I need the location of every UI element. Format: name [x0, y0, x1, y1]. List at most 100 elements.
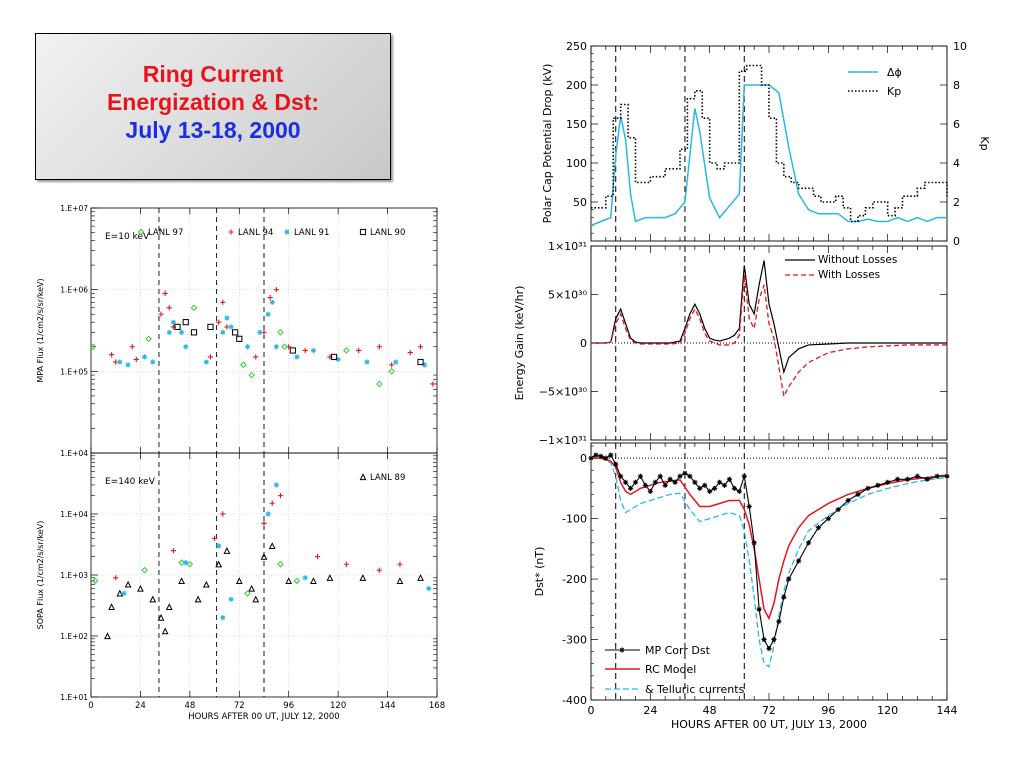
data-point — [786, 576, 792, 582]
data-point — [672, 479, 678, 485]
y-tick-label: 1.E+07 — [60, 204, 88, 213]
data-point — [302, 575, 308, 581]
data-point — [124, 580, 132, 588]
data-point — [417, 344, 424, 350]
data-point — [190, 304, 198, 312]
data-point — [310, 347, 317, 354]
y-axis-label: SOPA Flux (1/cm2/s/sr/keV) — [36, 521, 45, 630]
data-point — [682, 470, 688, 476]
data-point — [285, 577, 293, 585]
data-point — [397, 561, 403, 567]
data-point — [166, 305, 172, 311]
y-tick-label: -200 — [562, 573, 587, 586]
data-point — [430, 381, 436, 387]
data-point — [150, 359, 156, 365]
y-axis-label: MPA Flux (1/cm2/s/sr/keV) — [36, 278, 45, 382]
y-tick-label: 1×10³¹ — [548, 240, 587, 253]
data-point — [220, 511, 226, 517]
data-point — [364, 359, 370, 365]
data-point — [825, 515, 831, 522]
title-line-2: Energization & Dst: — [106, 89, 320, 115]
data-point — [343, 347, 350, 354]
data-point — [190, 329, 198, 336]
data-point — [731, 485, 737, 491]
x-tick-label: 144 — [379, 701, 395, 711]
y2-tick-label: 4 — [953, 157, 960, 170]
data-point — [273, 287, 279, 293]
x-tick-label: 168 — [429, 701, 445, 711]
data-point — [426, 585, 432, 592]
data-point — [356, 347, 362, 354]
data-point — [158, 311, 164, 317]
data-point — [422, 362, 428, 368]
legend-entry: RC Model — [645, 663, 696, 676]
data-point — [781, 594, 787, 600]
data-point — [845, 497, 851, 504]
data-point — [137, 228, 145, 236]
data-point — [133, 356, 139, 362]
data-point — [359, 473, 367, 481]
data-point — [179, 329, 185, 335]
data-point — [269, 299, 275, 305]
data-point — [235, 577, 243, 585]
data-point — [603, 455, 609, 461]
data-point — [894, 476, 901, 482]
data-point — [113, 575, 119, 581]
data-point — [835, 506, 841, 513]
y-tick-label: -300 — [562, 634, 587, 647]
data-point — [157, 613, 165, 621]
y2-tick-label: 8 — [953, 79, 960, 92]
y-tick-label: -400 — [562, 694, 587, 707]
data-point — [293, 577, 301, 585]
x-tick-label: 24 — [135, 701, 146, 711]
data-point — [240, 361, 247, 369]
y-tick-label: 0 — [580, 452, 587, 465]
data-point — [637, 473, 644, 479]
data-point — [202, 580, 210, 588]
data-point — [702, 482, 708, 488]
data-point — [277, 493, 284, 499]
data-point — [310, 577, 317, 585]
data-point — [741, 473, 747, 479]
panel-energy: −1×10³¹ −5×10³⁰ 0 5×10³⁰ 1×10³¹ Energy Gain (… — [513, 240, 948, 447]
y2-axis-label: Kp — [978, 136, 991, 150]
data-point — [934, 473, 940, 479]
data-point — [652, 479, 658, 485]
y-axis-label: Energy Gain (keV/hr) — [513, 286, 526, 401]
data-point — [417, 574, 424, 581]
y2-tick-label: 0 — [953, 235, 960, 248]
data-point — [588, 455, 594, 461]
data-point — [761, 636, 767, 643]
y-tick-label: 1.E+01 — [60, 693, 88, 702]
data-point — [165, 603, 173, 610]
data-point — [692, 479, 698, 485]
y-tick-label: 100 — [566, 157, 587, 170]
y-tick-label: -100 — [562, 513, 587, 526]
data-point — [269, 500, 275, 506]
data-point — [593, 452, 599, 458]
data-point — [253, 354, 259, 360]
data-point — [647, 488, 653, 494]
y-tick-label: 1.E+04 — [60, 449, 88, 458]
data-point — [865, 485, 871, 491]
data-point — [796, 558, 802, 564]
y-tick-label: 250 — [566, 40, 587, 53]
data-point — [771, 636, 777, 643]
data-point — [215, 560, 223, 568]
data-point — [277, 560, 284, 568]
legend-entry: LANL 94 — [238, 228, 273, 238]
data-point — [330, 353, 338, 361]
data-point — [736, 488, 742, 494]
x-axis-label: HOURS AFTER 00 UT, JULY 13, 2000 — [671, 718, 867, 731]
x-tick-label: 96 — [283, 701, 294, 711]
data-point — [805, 540, 812, 546]
data-point — [252, 595, 260, 603]
data-point — [141, 354, 148, 360]
data-point — [376, 380, 383, 388]
data-point — [875, 482, 881, 488]
data-point — [393, 359, 399, 365]
y-tick-label: 1.E+04 — [60, 510, 88, 519]
data-point — [359, 574, 367, 581]
data-point — [236, 335, 243, 342]
data-point — [687, 473, 693, 479]
